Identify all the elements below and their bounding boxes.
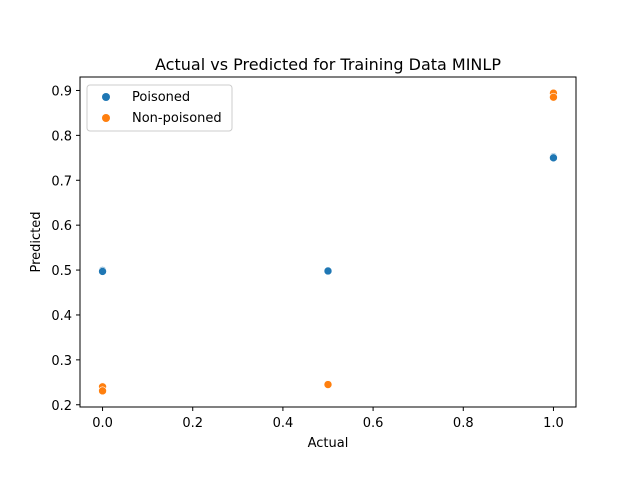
legend-label-non-poisoned: Non-poisoned — [132, 111, 222, 126]
data-point-non-poisoned — [323, 380, 333, 389]
x-axis: 0.0 0.2 0.4 0.6 0.8 1.0 — [92, 407, 564, 431]
x-tick-label: 1.0 — [543, 416, 564, 431]
y-axis-label: Predicted — [29, 211, 44, 272]
x-tick-label: 0.6 — [363, 416, 384, 431]
y-tick-label: 0.8 — [51, 129, 72, 144]
y-tick-label: 0.4 — [51, 309, 72, 324]
legend-marker-poisoned — [102, 93, 110, 101]
data-point-non-poisoned — [98, 386, 107, 396]
y-tick-label: 0.3 — [51, 354, 72, 369]
y-tick-label: 0.2 — [51, 399, 72, 414]
plot-area — [98, 88, 558, 396]
data-point-poisoned — [98, 267, 107, 276]
x-tick-label: 0.4 — [273, 416, 294, 431]
x-tick-label: 0.8 — [453, 416, 474, 431]
chart-title: Actual vs Predicted for Training Data MI… — [155, 55, 501, 74]
legend-marker-non-poisoned — [102, 114, 110, 122]
y-tick-label: 0.7 — [51, 174, 72, 189]
y-tick-label: 0.5 — [51, 264, 72, 279]
legend: Poisoned Non-poisoned — [86, 84, 233, 132]
legend-box — [86, 84, 233, 132]
data-point-non-poisoned — [549, 92, 558, 102]
data-point-poisoned — [323, 266, 333, 276]
x-tick-label: 0.2 — [182, 416, 203, 431]
axes-frame — [79, 76, 577, 408]
y-axis: 0.2 0.3 0.4 0.5 0.6 0.7 0.8 0.9 — [51, 84, 80, 414]
legend-label-poisoned: Poisoned — [132, 90, 190, 105]
x-axis-label: Actual — [308, 436, 349, 451]
y-tick-label: 0.9 — [51, 84, 72, 99]
data-point-poisoned — [549, 153, 558, 163]
y-tick-label: 0.6 — [51, 219, 72, 234]
x-tick-label: 0.0 — [92, 416, 113, 431]
